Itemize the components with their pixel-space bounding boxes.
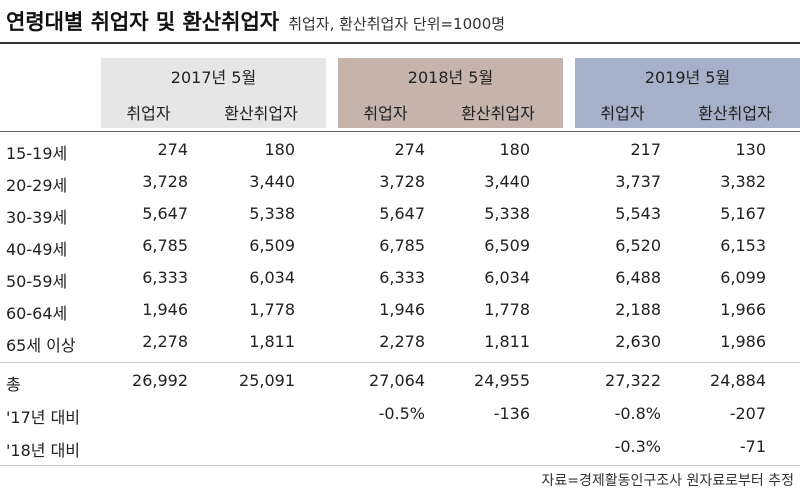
table-cell: -0.3% (614, 437, 661, 456)
table-cell: 3,440 (249, 172, 295, 191)
group-year-label: 2018년 5월 (407, 68, 494, 87)
table-cell: 2,278 (142, 332, 188, 351)
chart-title: 연령대별 취업자 및 환산취업자 (6, 10, 280, 34)
table-cell: 6,488 (615, 268, 661, 287)
table-cell: 24,884 (710, 371, 766, 390)
table-cell: 6,333 (142, 268, 188, 287)
source-note: 자료=경제활동인구조사 원자료로부터 추정 (541, 473, 794, 489)
table-cell: 1,811 (249, 332, 295, 351)
row-separator (0, 465, 800, 466)
row-label: '18년 대비 (6, 441, 81, 460)
row-label: 20-29세 (6, 176, 68, 195)
table-cell: 2,278 (379, 332, 425, 351)
table-cell: 27,322 (605, 371, 661, 390)
table-cell: 6,333 (379, 268, 425, 287)
table-cell: -0.5% (378, 404, 425, 423)
group-year-label: 2017년 5월 (170, 68, 257, 87)
table-cell: 3,382 (720, 172, 766, 191)
table-cell: 2,188 (615, 300, 661, 319)
table-row: 20-29세 3,728 3,440 3,728 3,440 3,737 3,382 (0, 165, 800, 197)
row-label: 40-49세 (6, 240, 68, 259)
table-cell: 1,946 (379, 300, 425, 319)
table-cell: 5,338 (249, 204, 295, 223)
table-cell: 6,509 (484, 236, 530, 255)
table-row: 15-19세 274 180 274 180 217 130 (0, 133, 800, 165)
table-cell: 1,966 (720, 300, 766, 319)
table-cell: 180 (499, 140, 530, 159)
row-label: 65세 이상 (6, 336, 76, 355)
row-label: 총 (6, 375, 21, 394)
table-cell: 26,992 (132, 371, 188, 390)
table-cell: 6,034 (484, 268, 530, 287)
column-header-employed: 취업자 (126, 104, 171, 123)
table-row: 60-64세 1,946 1,778 1,946 1,778 2,188 1,966 (0, 293, 800, 325)
table-cell: 27,064 (369, 371, 425, 390)
table-cell: 5,167 (720, 204, 766, 223)
group-header-2017: 2017년 5월 취업자 환산취업자 (101, 58, 326, 128)
table-cell: 217 (630, 140, 661, 159)
row-label: 15-19세 (6, 144, 68, 163)
column-header-converted: 환산취업자 (461, 104, 535, 123)
table-cell: 6,520 (615, 236, 661, 255)
table-row: '18년 대비 -0.3% -71 (0, 430, 800, 462)
row-separator (0, 362, 800, 363)
chart-title-block: 연령대별 취업자 및 환산취업자 취업자, 환산취업자 단위=1000명 (6, 6, 505, 38)
table-row: '17년 대비 -0.5% -136 -0.8% -207 (0, 397, 800, 429)
row-label: '17년 대비 (6, 408, 81, 427)
table-cell: 180 (264, 140, 295, 159)
column-header-converted: 환산취업자 (698, 104, 772, 123)
table-cell: 6,153 (720, 236, 766, 255)
group-year-label: 2019년 5월 (644, 68, 731, 87)
table-cell: 3,728 (379, 172, 425, 191)
table-cell: 1,778 (249, 300, 295, 319)
table-cell: 6,034 (249, 268, 295, 287)
table-cell: 6,785 (142, 236, 188, 255)
table-cell: 6,785 (379, 236, 425, 255)
column-header-employed: 취업자 (600, 104, 645, 123)
row-label: 60-64세 (6, 304, 68, 323)
table-cell: 5,338 (484, 204, 530, 223)
table-cell: 5,543 (615, 204, 661, 223)
table-row: 65세 이상 2,278 1,811 2,278 1,811 2,630 1,986 (0, 325, 800, 357)
group-header-2018: 2018년 5월 취업자 환산취업자 (338, 58, 563, 128)
table-cell: 3,728 (142, 172, 188, 191)
table-row: 50-59세 6,333 6,034 6,333 6,034 6,488 6,099 (0, 261, 800, 293)
table-cell: 1,811 (484, 332, 530, 351)
group-header-2019: 2019년 5월 취업자 환산취업자 (575, 58, 800, 128)
table-row: 40-49세 6,785 6,509 6,785 6,509 6,520 6,153 (0, 229, 800, 261)
table-cell: 3,737 (615, 172, 661, 191)
table-cell: 24,955 (474, 371, 530, 390)
table-cell: 1,946 (142, 300, 188, 319)
table-cell: 6,509 (249, 236, 295, 255)
table-cell: 5,647 (379, 204, 425, 223)
table-cell: 274 (157, 140, 188, 159)
row-label: 50-59세 (6, 272, 68, 291)
row-label: 30-39세 (6, 208, 68, 227)
table-cell: 3,440 (484, 172, 530, 191)
chart-subtitle: 취업자, 환산취업자 단위=1000명 (288, 15, 506, 33)
table-row: 30-39세 5,647 5,338 5,647 5,338 5,543 5,167 (0, 197, 800, 229)
column-header-employed: 취업자 (363, 104, 408, 123)
top-rule (0, 42, 800, 44)
table-cell: 6,099 (720, 268, 766, 287)
table-cell: -136 (493, 404, 530, 423)
table-cell: -71 (739, 437, 766, 456)
table-cell: 130 (735, 140, 766, 159)
table-cell: 2,630 (615, 332, 661, 351)
table-cell: 25,091 (239, 371, 295, 390)
table-row: 총 26,992 25,091 27,064 24,955 27,322 24,884 (0, 364, 800, 396)
table-cell: 5,647 (142, 204, 188, 223)
table-cell: -0.8% (614, 404, 661, 423)
table-cell: 1,986 (720, 332, 766, 351)
table-cell: 274 (394, 140, 425, 159)
table-cell: 1,778 (484, 300, 530, 319)
table-cell: -207 (729, 404, 766, 423)
column-header-converted: 환산취업자 (224, 104, 298, 123)
row-separator (0, 131, 800, 132)
